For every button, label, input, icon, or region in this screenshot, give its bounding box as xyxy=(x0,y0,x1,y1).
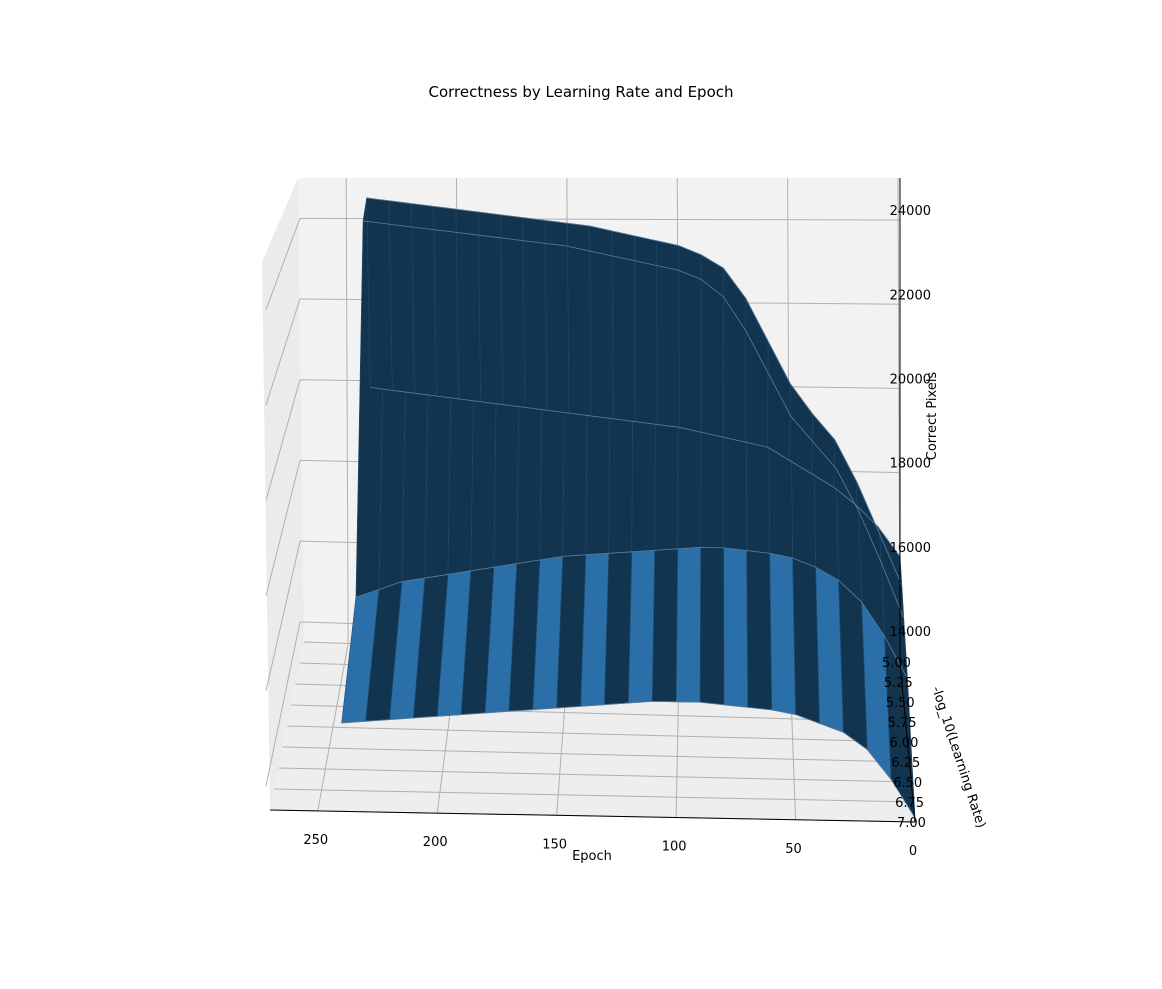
x-tick-label: 200 xyxy=(423,835,448,850)
y-grid-line xyxy=(274,788,914,803)
surface-patch xyxy=(611,230,636,422)
surface-patch xyxy=(699,546,725,706)
x-tick-label: 50 xyxy=(785,842,802,857)
surface-patch xyxy=(544,220,570,414)
x-tick-label: 250 xyxy=(303,833,328,848)
surface-series-line xyxy=(341,700,916,819)
y-tick-label: 6.25 xyxy=(891,756,920,771)
surface-plot xyxy=(341,197,916,819)
z-axis-label: Correct Pixels xyxy=(925,372,940,461)
x-axis-label: Epoch xyxy=(572,849,612,864)
surface-patch xyxy=(500,214,526,408)
surface-patch xyxy=(366,197,393,391)
surface-patch xyxy=(815,566,844,733)
z-grid-line-left xyxy=(265,218,301,310)
y-tick-label: 6.75 xyxy=(895,796,924,811)
y-tick-label: 5.50 xyxy=(886,696,915,711)
surface-patch xyxy=(522,217,548,411)
z-tick-label: 22000 xyxy=(890,288,931,303)
chart-title: Correctness by Learning Rate and Epoch xyxy=(428,83,733,101)
surface-patch xyxy=(675,546,701,703)
surface-patch xyxy=(746,550,772,711)
z-grid-line-left xyxy=(265,621,301,787)
surface-patch xyxy=(651,548,678,703)
x-tick-label: 100 xyxy=(662,840,687,855)
y-grid-line xyxy=(278,767,912,783)
y-tick-label: 6.00 xyxy=(890,736,919,751)
x-tick-label: 150 xyxy=(542,837,567,852)
axes xyxy=(269,178,916,823)
surface-patch xyxy=(455,208,481,403)
surface-patch xyxy=(678,245,702,433)
y-tick-label: 5.25 xyxy=(884,676,913,691)
y-tick-label: 5.00 xyxy=(882,656,911,671)
x-grid-line-back xyxy=(345,177,349,644)
surface-patch xyxy=(723,547,749,708)
y-tick-label: 7.00 xyxy=(897,816,926,831)
surface-patch xyxy=(433,206,459,400)
z-grid-line-left xyxy=(265,460,301,596)
y-grid-line xyxy=(286,725,908,743)
y-tick-label: 5.75 xyxy=(888,716,917,731)
z-tick-label: 24000 xyxy=(890,204,931,219)
y-axis-line xyxy=(899,661,916,823)
surface-patch xyxy=(604,551,633,706)
surface-patch xyxy=(567,222,592,417)
tick-labels: 14000 16000 18000 20000 22000 24000 250 200 150 1… xyxy=(303,204,931,859)
y-axis-label: -log_10(Learning Rate) xyxy=(928,685,988,830)
x-tick-label: 0 xyxy=(909,844,917,859)
z-tick-label: 18000 xyxy=(890,457,931,472)
surface-patch xyxy=(769,552,796,715)
z-tick-label: 14000 xyxy=(890,625,931,640)
surface-patch xyxy=(633,235,658,425)
surface-series-line xyxy=(355,546,908,680)
z-tick-label: 16000 xyxy=(890,541,931,556)
surface-series-line xyxy=(370,387,901,558)
surface-patch xyxy=(410,203,437,397)
surface-patch xyxy=(628,549,656,704)
surface-patch xyxy=(388,200,415,394)
y-tick-label: 6.50 xyxy=(893,776,922,791)
surface-patch xyxy=(656,240,680,428)
x-axis-line xyxy=(269,809,916,823)
y-grid-line xyxy=(282,746,910,763)
z-grid-line-left xyxy=(265,379,301,501)
surface-patch xyxy=(792,557,820,724)
surface-series-line xyxy=(366,197,903,586)
z-grid-line-left xyxy=(265,541,301,691)
z-grid-line-left xyxy=(265,298,301,406)
z-tick-label: 20000 xyxy=(890,372,931,387)
surface-patch xyxy=(477,211,503,405)
surface-series-line xyxy=(363,220,905,618)
